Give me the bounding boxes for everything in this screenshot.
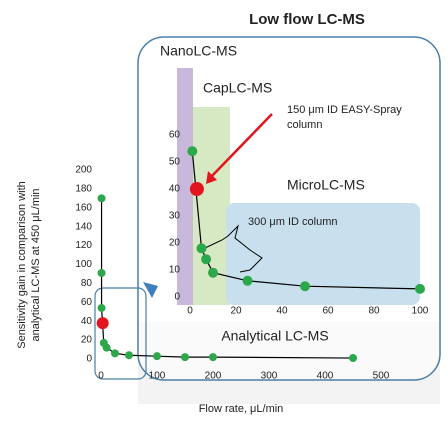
y-tick-label: 160 [75, 202, 92, 213]
y-axis-label: analytical LC-MS at 450 μL/min [30, 188, 42, 341]
point [196, 243, 207, 254]
point [97, 303, 106, 312]
point [349, 354, 357, 363]
micro-region [226, 203, 420, 305]
x-tick-label: 0 [98, 371, 104, 382]
bracket [204, 224, 263, 273]
point [187, 146, 198, 157]
point [111, 349, 119, 358]
region-label: MicroLC-MS [287, 177, 365, 193]
y-tick-label: 40 [169, 184, 181, 195]
region-label: Analytical LC-MS [221, 328, 328, 344]
y-tick-label: 50 [169, 157, 181, 168]
point [97, 194, 106, 203]
point [208, 267, 218, 278]
x-tick-label: 100 [412, 306, 429, 317]
annotation: column [287, 119, 322, 131]
x-tick-label: 300 [261, 371, 278, 382]
x-tick-label: 60 [322, 306, 334, 317]
point [96, 317, 109, 330]
point [181, 353, 189, 362]
point [242, 275, 253, 286]
y-tick-label: 0 [86, 354, 92, 365]
annotation: 150 μm ID EASY-Spray [287, 104, 402, 116]
x-tick-label: 100 [149, 371, 166, 382]
region-label: NanoLC-MS [160, 43, 237, 59]
point [97, 269, 106, 278]
x-tick-label: 200 [205, 371, 222, 382]
y-axis-label: Sensitivity gain in comparison with [16, 181, 28, 349]
x-tick-label: 80 [368, 306, 380, 317]
y-tick-label: 180 [75, 184, 92, 195]
y-tick-label: 10 [169, 265, 181, 276]
point [209, 353, 217, 362]
y-tick-label: 40 [81, 316, 93, 327]
point [153, 352, 161, 361]
y-tick-label: 60 [169, 130, 181, 141]
point [300, 281, 310, 292]
zoom-box [94, 287, 147, 380]
y-tick-label: 100 [75, 259, 92, 270]
x-tick-label: 0 [187, 306, 193, 317]
y-tick-label: 80 [81, 278, 93, 289]
y-tick-label: 0 [174, 292, 180, 303]
y-tick-label: 30 [169, 211, 181, 222]
point [102, 343, 111, 352]
annotation: 300 μm ID column [248, 216, 337, 228]
region-label: CapLC-MS [203, 80, 272, 96]
y-tick-label: 140 [75, 221, 92, 232]
y-tick-label: 60 [81, 297, 93, 308]
point [125, 351, 133, 360]
y-tick-label: 20 [81, 335, 93, 346]
x-tick-label: 500 [373, 371, 390, 382]
point [201, 254, 212, 265]
x-axis-label: Flow rate, μL/min [199, 403, 284, 415]
pointer-arrowhead [206, 171, 217, 184]
x-tick-label: 400 [317, 371, 334, 382]
x-tick-label: 40 [276, 306, 288, 317]
point [415, 283, 425, 294]
pointer-arrow [209, 113, 273, 179]
x-tick-label: 20 [230, 306, 242, 317]
y-tick-label: 20 [169, 238, 181, 249]
title: Low flow LC-MS [249, 11, 365, 28]
zoom-arrow [143, 282, 158, 298]
point [189, 182, 204, 196]
nano-region [177, 68, 193, 305]
y-tick-label: 120 [75, 240, 92, 251]
y-tick-label: 200 [75, 165, 92, 176]
